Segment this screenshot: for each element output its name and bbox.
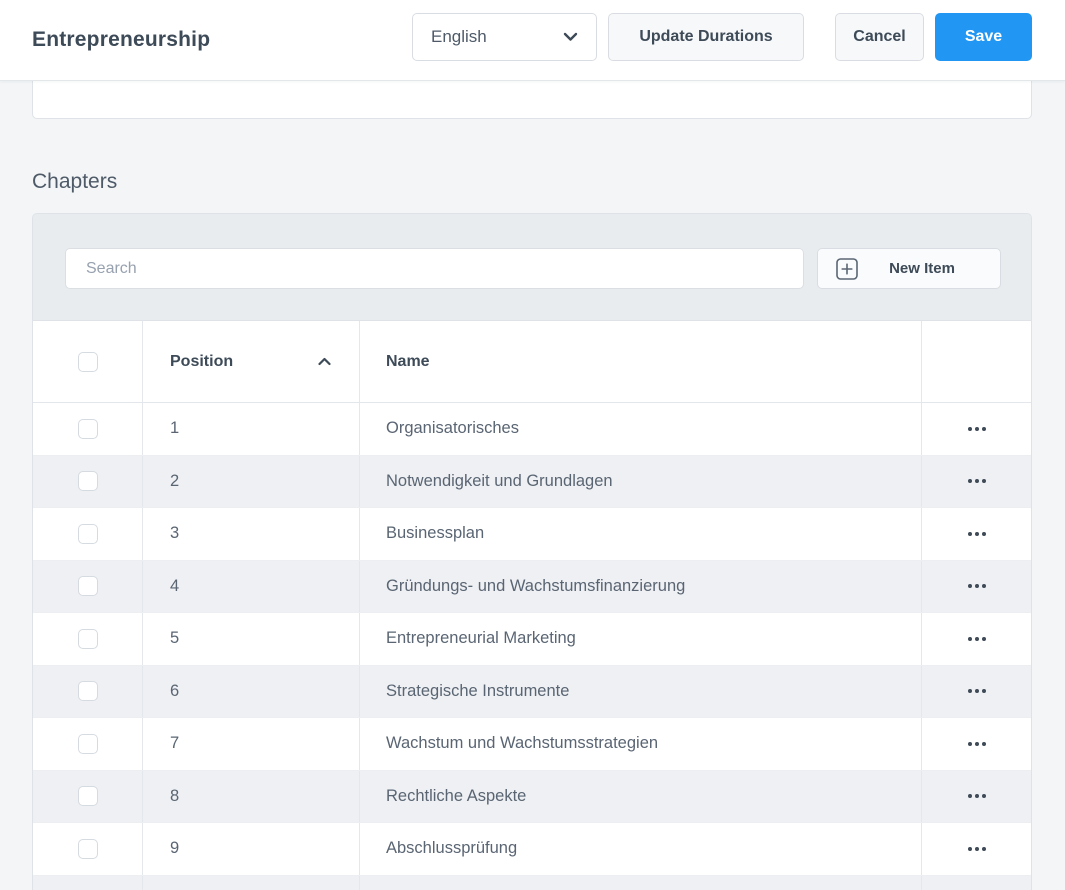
ellipsis-icon[interactable] bbox=[962, 419, 992, 439]
column-header-actions bbox=[922, 321, 1031, 402]
header-bar: Entrepreneurship English Update Duration… bbox=[0, 0, 1065, 81]
row-checkbox-cell bbox=[33, 455, 143, 507]
row-actions-cell bbox=[922, 718, 1031, 770]
row-name: Entrepreneurial Marketing bbox=[360, 613, 922, 665]
ellipsis-icon[interactable] bbox=[962, 786, 992, 806]
row-actions-cell bbox=[922, 508, 1031, 560]
chevron-up-icon bbox=[318, 357, 331, 366]
row-name: Abschlussprüfung bbox=[360, 823, 922, 875]
row-position: 8 bbox=[143, 770, 360, 822]
row-actions-cell bbox=[922, 823, 1031, 875]
name-header-label: Name bbox=[386, 352, 430, 370]
table-header-row: Position Name bbox=[33, 321, 1031, 403]
ellipsis-icon[interactable] bbox=[962, 471, 992, 491]
table-row: 8 Rechtliche Aspekte bbox=[33, 770, 1031, 823]
row-checkbox[interactable] bbox=[77, 523, 98, 544]
table-row: 9 Abschlussprüfung bbox=[33, 823, 1031, 876]
new-item-button[interactable]: New Item bbox=[817, 248, 1001, 289]
row-position: 9 bbox=[143, 823, 360, 875]
column-header-position[interactable]: Position bbox=[143, 321, 360, 402]
table-row: 3 Businessplan bbox=[33, 508, 1031, 561]
row-actions-cell bbox=[922, 456, 1031, 508]
ellipsis-icon[interactable] bbox=[962, 681, 992, 701]
table-row: 2 Notwendigkeit und Grundlagen bbox=[33, 455, 1031, 508]
language-select-value: English bbox=[431, 27, 487, 46]
row-position: 7 bbox=[143, 718, 360, 770]
row-position: 2 bbox=[143, 455, 360, 507]
row-actions-cell bbox=[922, 771, 1031, 823]
row-checkbox[interactable] bbox=[77, 838, 98, 859]
table-row: 6 Strategische Instrumente bbox=[33, 665, 1031, 718]
row-name: Notwendigkeit und Grundlagen bbox=[360, 455, 922, 507]
page-title: Entrepreneurship bbox=[32, 28, 211, 51]
table-row-partial bbox=[33, 875, 1031, 890]
row-checkbox[interactable] bbox=[77, 733, 98, 754]
row-name: Businessplan bbox=[360, 508, 922, 560]
row-name: Rechtliche Aspekte bbox=[360, 770, 922, 822]
ellipsis-icon[interactable] bbox=[962, 576, 992, 596]
update-durations-button[interactable]: Update Durations bbox=[608, 13, 804, 61]
row-checkbox-cell bbox=[33, 770, 143, 822]
plus-icon bbox=[836, 257, 858, 280]
save-button[interactable]: Save bbox=[935, 13, 1032, 61]
row-actions-cell bbox=[922, 613, 1031, 665]
ellipsis-icon[interactable] bbox=[962, 524, 992, 544]
search-input[interactable] bbox=[65, 248, 804, 289]
row-checkbox-cell bbox=[33, 508, 143, 560]
row-position: 3 bbox=[143, 508, 360, 560]
row-position: 4 bbox=[143, 560, 360, 612]
ellipsis-icon[interactable] bbox=[962, 839, 992, 859]
select-all-checkbox[interactable] bbox=[77, 351, 98, 372]
row-position: 5 bbox=[143, 613, 360, 665]
language-select[interactable]: English bbox=[412, 13, 597, 61]
row-checkbox[interactable] bbox=[77, 681, 98, 702]
row-checkbox-cell bbox=[33, 665, 143, 717]
row-checkbox[interactable] bbox=[77, 471, 98, 492]
column-header-name[interactable]: Name bbox=[360, 321, 922, 402]
table-row: 1 Organisatorisches bbox=[33, 403, 1031, 456]
row-name: Gründungs- und Wachstumsfinanzierung bbox=[360, 560, 922, 612]
row-checkbox[interactable] bbox=[77, 576, 98, 597]
ellipsis-icon[interactable] bbox=[962, 734, 992, 754]
row-checkbox[interactable] bbox=[77, 786, 98, 807]
ellipsis-icon[interactable] bbox=[962, 629, 992, 649]
select-all-cell bbox=[33, 321, 143, 402]
row-name: Organisatorisches bbox=[360, 403, 922, 455]
row-checkbox[interactable] bbox=[77, 418, 98, 439]
chapters-table: Position Name 1 Organisatorisches bbox=[33, 320, 1031, 890]
row-checkbox-cell bbox=[33, 560, 143, 612]
table-row: 5 Entrepreneurial Marketing bbox=[33, 613, 1031, 666]
row-checkbox-cell bbox=[33, 403, 143, 455]
table-row: 7 Wachstum und Wachstumsstrategien bbox=[33, 718, 1031, 771]
row-actions-cell bbox=[922, 561, 1031, 613]
row-name: Wachstum und Wachstumsstrategien bbox=[360, 718, 922, 770]
row-actions-cell bbox=[922, 666, 1031, 718]
chapters-card: New Item Position Name bbox=[32, 213, 1032, 890]
row-checkbox-cell bbox=[33, 823, 143, 875]
row-checkbox-cell bbox=[33, 613, 143, 665]
chapters-toolbar: New Item bbox=[33, 214, 1031, 320]
table-row: 4 Gründungs- und Wachstumsfinanzierung bbox=[33, 560, 1031, 613]
row-position: 1 bbox=[143, 403, 360, 455]
new-item-label: New Item bbox=[889, 260, 955, 277]
cancel-button[interactable]: Cancel bbox=[835, 13, 924, 61]
position-header-label: Position bbox=[170, 352, 234, 370]
row-actions-cell bbox=[922, 403, 1031, 455]
row-checkbox-cell bbox=[33, 718, 143, 770]
section-heading-chapters: Chapters bbox=[32, 170, 118, 193]
row-checkbox[interactable] bbox=[77, 628, 98, 649]
chevron-down-icon bbox=[563, 32, 578, 42]
row-position: 6 bbox=[143, 665, 360, 717]
row-name: Strategische Instrumente bbox=[360, 665, 922, 717]
table-body: 1 Organisatorisches 2 Notwendigkeit und … bbox=[33, 403, 1031, 876]
